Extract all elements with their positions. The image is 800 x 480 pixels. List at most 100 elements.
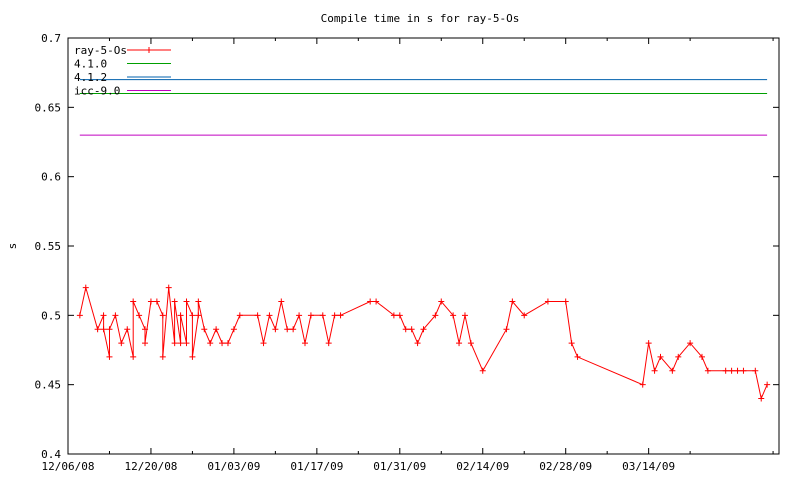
data-point [106, 326, 113, 333]
data-point [290, 326, 297, 333]
y-tick-label: 0.6 [41, 171, 61, 184]
data-point [183, 298, 190, 305]
x-tick-label: 03/14/09 [622, 460, 675, 473]
legend-marker [146, 47, 152, 53]
data-point [153, 298, 160, 305]
data-point [461, 312, 468, 319]
data-point [687, 340, 694, 347]
data-point [142, 340, 149, 347]
data-point [201, 326, 208, 333]
data-point [100, 326, 107, 333]
data-point [224, 340, 231, 347]
data-point [740, 367, 747, 374]
data-point [408, 326, 415, 333]
data-point [106, 353, 113, 360]
data-point [639, 381, 646, 388]
data-point [467, 340, 474, 347]
x-tick-label: 12/06/08 [42, 460, 95, 473]
data-point [260, 340, 267, 347]
legend-label: 4.1.2 [74, 71, 107, 84]
data-point [456, 340, 463, 347]
data-point [574, 353, 581, 360]
data-point [432, 312, 439, 319]
data-point [207, 340, 214, 347]
data-point [722, 367, 729, 374]
x-tick-label: 02/14/09 [456, 460, 509, 473]
data-point [390, 312, 397, 319]
data-point [159, 353, 166, 360]
data-point [373, 298, 380, 305]
data-point [645, 340, 652, 347]
data-point [698, 353, 705, 360]
data-point [296, 312, 303, 319]
data-point [284, 326, 291, 333]
y-tick-label: 0.4 [41, 448, 61, 461]
y-axis-label: s [6, 243, 19, 250]
data-point [254, 312, 261, 319]
data-point [230, 326, 237, 333]
data-point [165, 284, 172, 291]
data-point [130, 353, 137, 360]
data-point [307, 312, 314, 319]
data-point [183, 340, 190, 347]
x-tick-label: 01/31/09 [373, 460, 426, 473]
data-point [82, 284, 89, 291]
data-point [450, 312, 457, 319]
data-point [734, 367, 741, 374]
y-tick-label: 0.5 [41, 309, 61, 322]
data-point [503, 326, 510, 333]
data-point [100, 312, 107, 319]
data-point [272, 326, 279, 333]
data-point [758, 395, 765, 402]
y-tick-label: 0.55 [35, 240, 62, 253]
data-point [177, 312, 184, 319]
legend-label: ray-5-Os [74, 44, 127, 57]
plot-frame [67, 37, 780, 455]
data-point [562, 298, 569, 305]
data-point [752, 367, 759, 374]
series-layer [76, 79, 771, 402]
legend-label: 4.1.0 [74, 58, 107, 71]
data-point [195, 298, 202, 305]
data-point [331, 312, 338, 319]
data-point [94, 326, 101, 333]
x-tick-label: 01/17/09 [290, 460, 343, 473]
data-point [266, 312, 273, 319]
legend-label: icc-9.0 [74, 85, 120, 98]
data-point [219, 340, 226, 347]
data-point [278, 298, 285, 305]
data-point [302, 340, 308, 347]
data-point [195, 312, 202, 319]
data-point [325, 340, 332, 347]
x-tick-label: 12/20/08 [124, 460, 177, 473]
data-point [669, 367, 676, 374]
data-point [171, 340, 178, 347]
data-point [118, 340, 125, 347]
data-point [112, 312, 119, 319]
data-point [544, 298, 551, 305]
data-point [136, 312, 143, 319]
data-point [414, 340, 421, 347]
data-point [236, 312, 243, 319]
data-point [147, 298, 154, 305]
y-tick-label: 0.7 [41, 32, 61, 45]
x-tick-label: 01/03/09 [207, 460, 260, 473]
y-tick-label: 0.65 [35, 101, 62, 114]
data-point [420, 326, 427, 333]
data-point [509, 298, 516, 305]
data-point [130, 298, 137, 305]
chart-title: Compile time in s for ray-5-Os [321, 12, 520, 25]
data-point [142, 326, 149, 333]
data-point [159, 312, 166, 319]
data-point [651, 367, 658, 374]
data-point [438, 298, 445, 305]
data-point [319, 312, 326, 319]
data-point [764, 381, 771, 388]
data-point [657, 353, 664, 360]
data-point [171, 298, 178, 305]
data-point [124, 326, 131, 333]
data-point [521, 312, 528, 319]
data-point [189, 312, 196, 319]
